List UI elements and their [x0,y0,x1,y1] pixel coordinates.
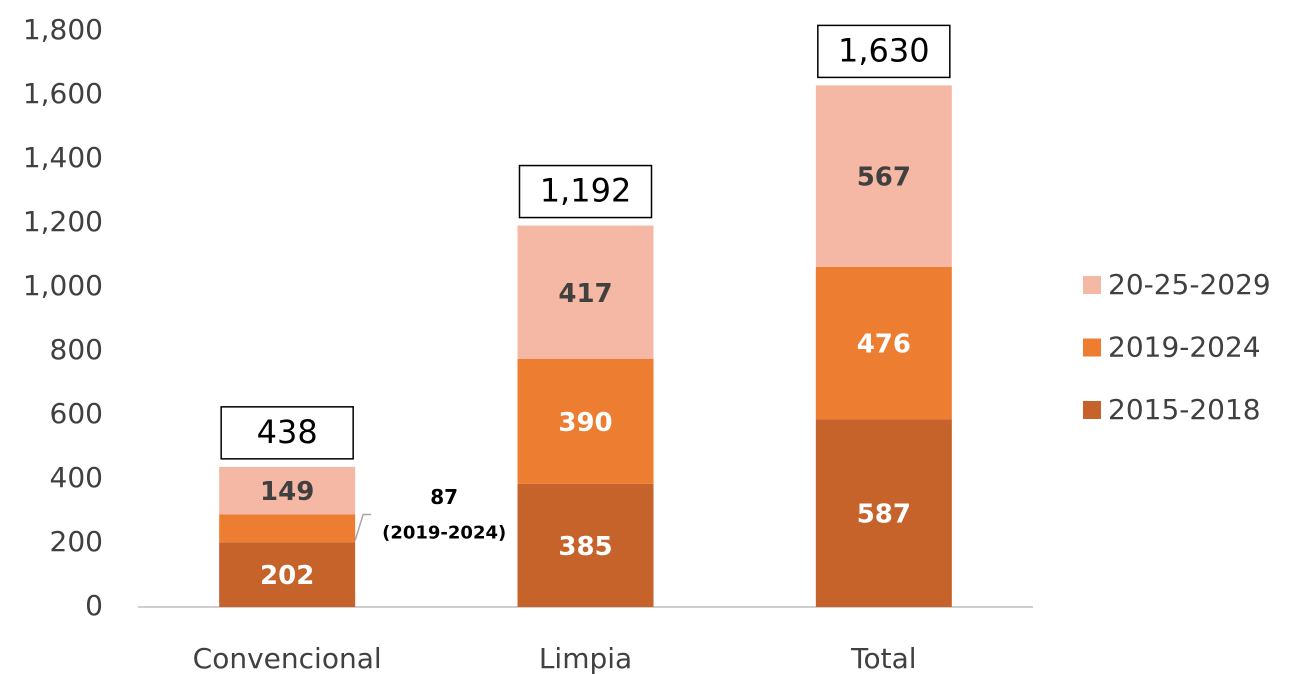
data-label: 385 [558,532,612,562]
data-label: 87 [430,485,458,509]
bar-segment [219,542,356,607]
y-tick-label: 1,400 [23,141,103,174]
legend-label: 20-25-2029 [1108,268,1271,301]
legend-label: 2015-2018 [1108,393,1261,426]
data-label: 476 [857,330,911,360]
y-tick-label: 800 [50,333,103,366]
bar-segment [517,483,654,607]
bar-segment [815,85,952,267]
legend-swatch [1083,401,1101,419]
annotation: (2019-2024) [382,522,506,543]
y-tick-label: 1,800 [23,13,103,46]
total-label: 1,630 [838,31,930,69]
total-label: 438 [257,413,318,451]
x-tick-label: Limpia [539,642,632,674]
y-tick-label: 0 [85,589,103,622]
y-tick-label: 1,000 [23,269,103,302]
bar-segment [219,514,356,543]
data-label: 149 [260,477,314,507]
y-tick-label: 1,600 [23,77,103,110]
legend-swatch [1083,338,1101,357]
bar-segment [517,359,654,484]
data-label: 202 [260,561,314,591]
y-tick-label: 400 [50,461,103,494]
leader-line [354,513,372,541]
data-label: 587 [857,500,911,530]
data-label: 390 [558,408,612,438]
y-tick-label: 600 [50,397,103,430]
total-box [817,24,951,79]
legend-swatch [1083,276,1101,294]
total-box [518,164,653,219]
y-tick-label: 200 [50,525,103,558]
x-tick-label: Total [850,642,916,674]
x-tick-label: Convencional [193,642,382,674]
total-label: 1,192 [540,172,632,210]
data-label: 567 [857,163,911,193]
bar-segment [815,419,952,607]
bar-segment [517,225,654,359]
y-tick-label: 1,200 [23,205,103,238]
bar-segment [219,466,356,515]
bar-segment [815,266,952,420]
legend-label: 2019-2024 [1108,331,1261,364]
total-box [220,406,354,460]
data-label: 417 [558,279,612,309]
